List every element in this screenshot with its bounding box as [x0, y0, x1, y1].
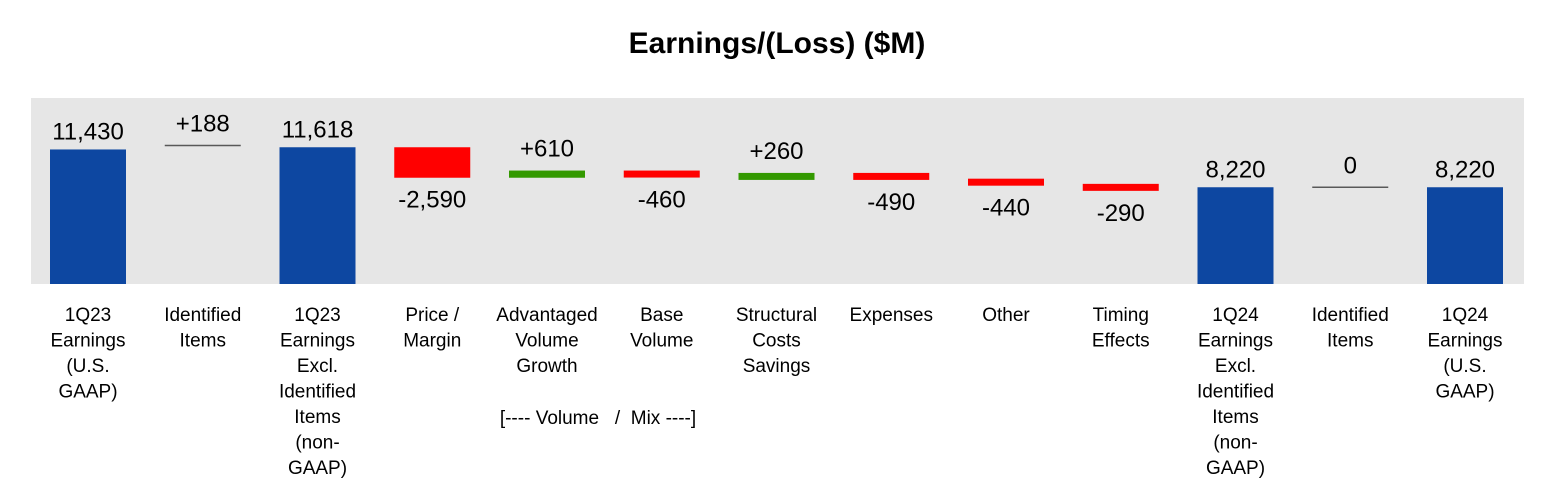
total-bar [50, 149, 126, 284]
category-label: 1Q24 Earnings (U.S. GAAP) [1428, 305, 1503, 403]
value-label: -290 [1097, 200, 1145, 227]
category-label: Base Volume [630, 305, 693, 352]
decrease-bar [1082, 183, 1159, 191]
chart-title: Earnings/(Loss) ($M) [629, 27, 926, 60]
value-label: 11,618 [282, 116, 354, 143]
total-bar [279, 147, 356, 284]
total-bar [1197, 187, 1274, 284]
value-label: 8,220 [1435, 156, 1495, 183]
category-label: 1Q23 Earnings (U.S. GAAP) [51, 305, 126, 403]
value-label: +260 [749, 138, 803, 165]
increase-bar [738, 172, 815, 180]
plot-background [31, 98, 1524, 284]
value-label: +188 [176, 110, 230, 137]
category-label: Timing Effects [1092, 305, 1150, 352]
category-label: Price / Margin [403, 305, 461, 352]
value-label: 8,220 [1205, 156, 1265, 183]
decrease-bar [623, 170, 700, 178]
category-label: 1Q24 Earnings Excl. Identified Items (non-GAA… [1197, 305, 1274, 479]
value-label: 11,430 [52, 118, 124, 145]
increase-bar [509, 170, 585, 178]
bars-layer [50, 144, 1503, 284]
category-label: Identified Items [1312, 305, 1389, 352]
category-label: 1Q23 Earnings Excl. Identified Items (non-GAA… [279, 305, 356, 479]
total-bar [1427, 187, 1503, 284]
value-label: -460 [638, 187, 686, 214]
category-label: Structural Costs Savings [736, 305, 817, 377]
decrease-bar [853, 172, 930, 180]
value-label: +610 [520, 136, 574, 163]
value-label: -490 [867, 189, 915, 216]
value-label: -2,590 [398, 187, 466, 214]
category-label: Advantaged Volume Growth [496, 305, 597, 377]
category-label: Expenses [850, 305, 933, 326]
value-label: 0 [1344, 152, 1357, 179]
value-labels-layer: 11,430 +188 11,618 -2,590 +610 -460 +260 -490 -4… [52, 110, 1495, 226]
category-label: Identified Items [164, 305, 241, 352]
category-labels-layer: 1Q23 Earnings (U.S. GAAP) Identified Items 1Q2… [51, 305, 1503, 479]
decrease-bar [394, 147, 471, 178]
category-label: Other [982, 305, 1030, 326]
decrease-bar [968, 178, 1044, 186]
value-label: -440 [982, 195, 1030, 222]
volume-mix-annotation: [---- Volume / Mix ----] [500, 408, 696, 429]
